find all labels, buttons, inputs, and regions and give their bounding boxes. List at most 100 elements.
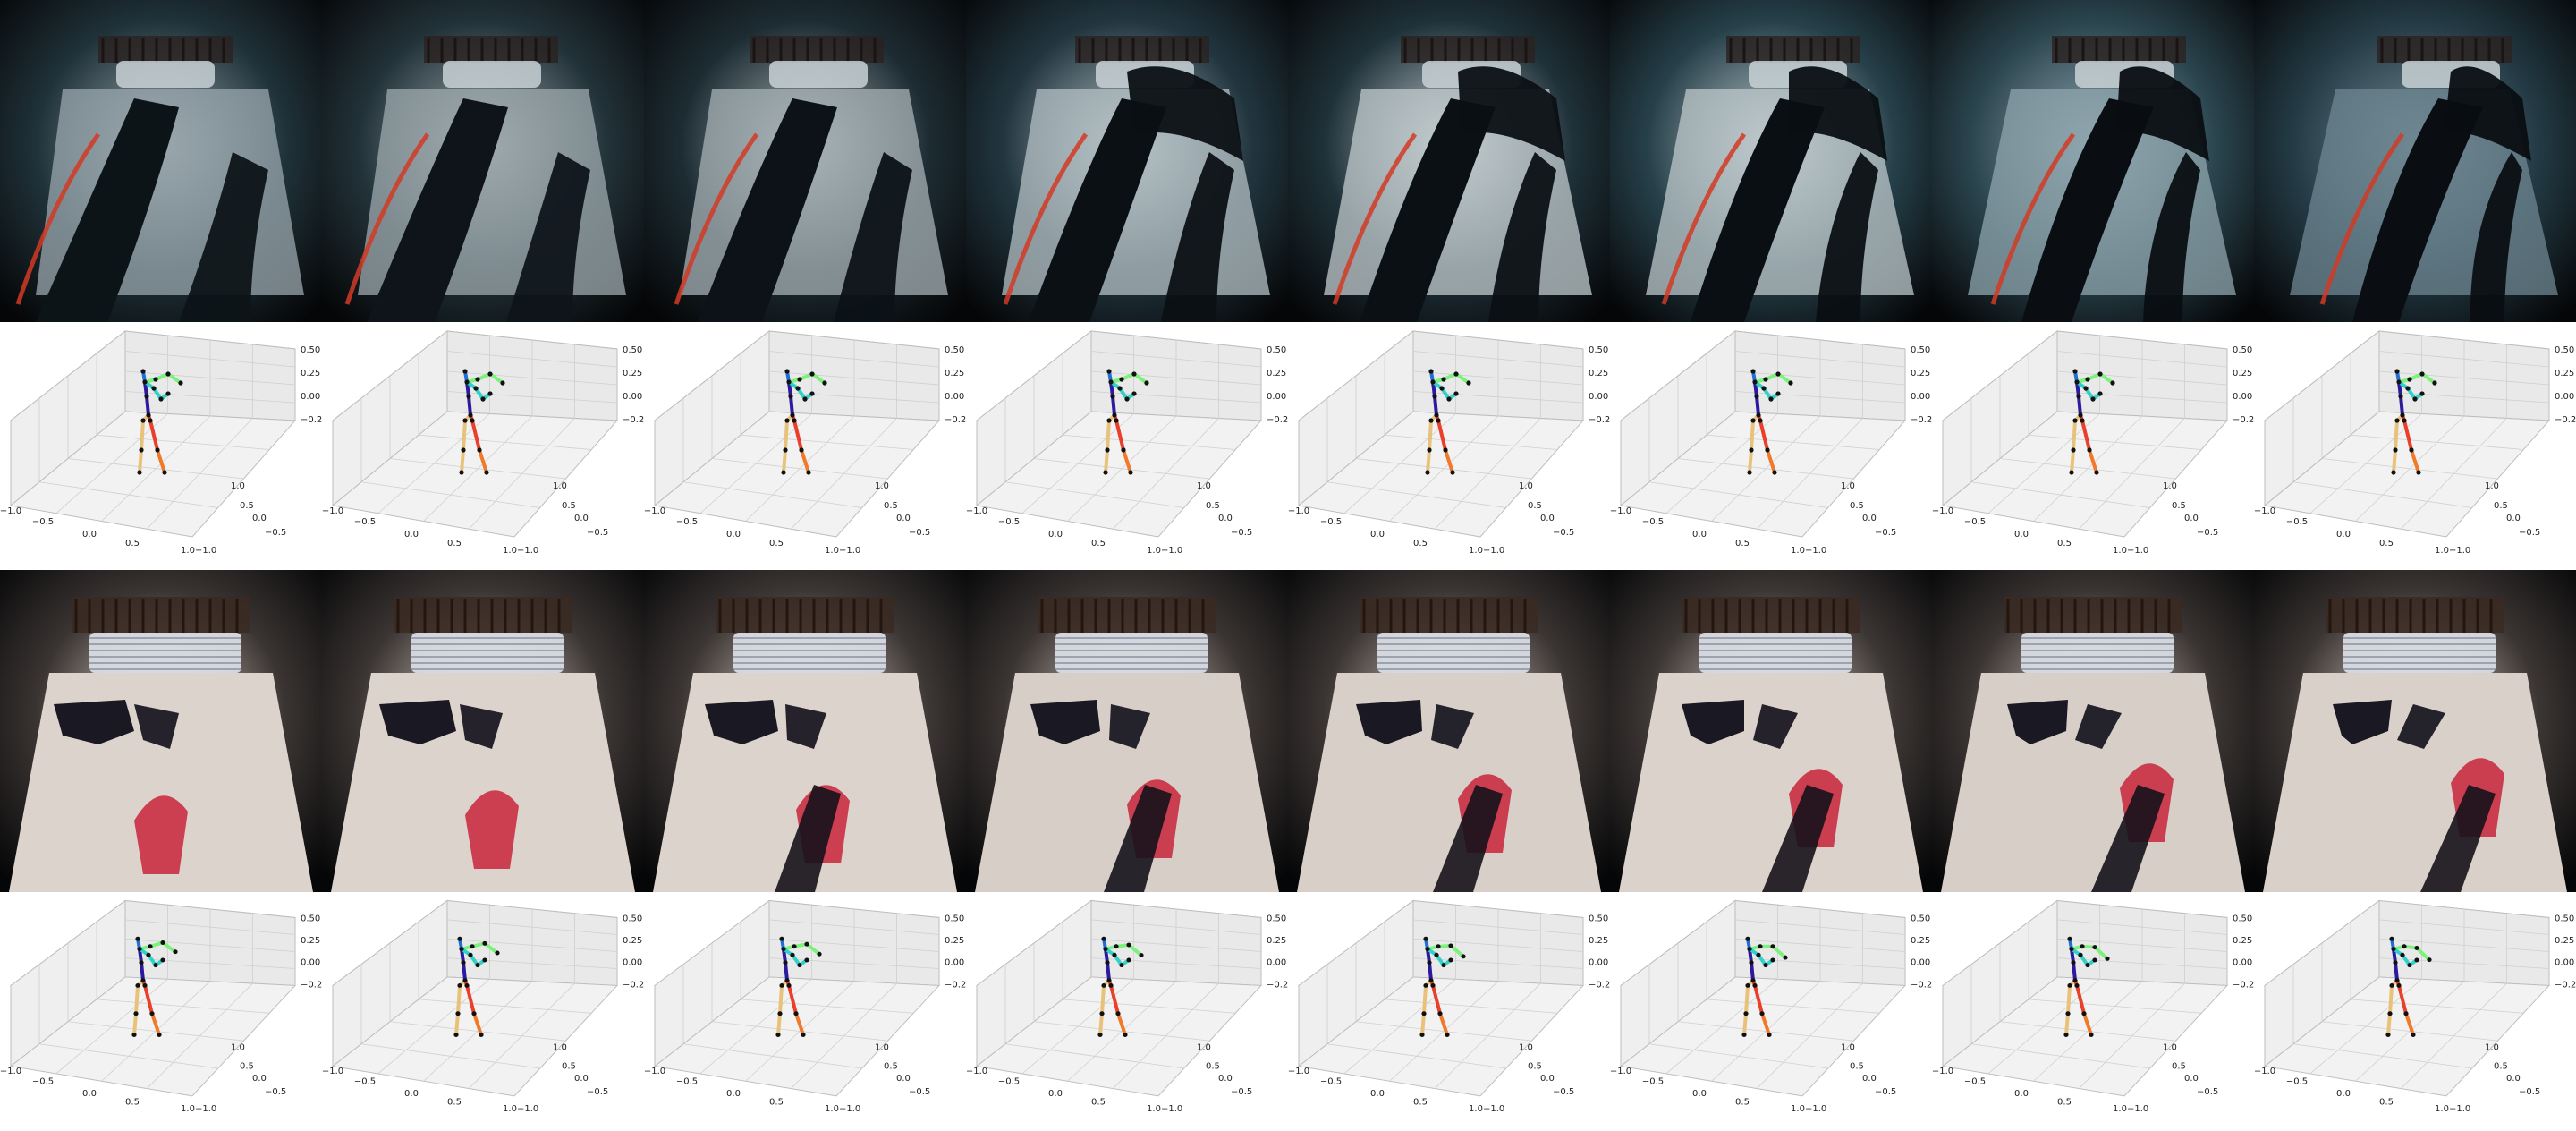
skeleton-bone	[1744, 983, 1750, 1016]
x-tick-label: 1.0	[2113, 546, 2127, 556]
z-tick-label: 0.00	[2555, 392, 2574, 402]
z-tick-label: −0.25	[2555, 981, 2576, 991]
x-tick-label: 1.0	[503, 1104, 517, 1114]
skeleton-joint	[2414, 957, 2419, 963]
skeleton-joint	[148, 418, 153, 423]
x-tick-label: 1.0	[181, 546, 195, 556]
skeleton-bone	[2392, 448, 2397, 474]
skeleton-joint	[1119, 377, 1124, 382]
skeleton-bone	[156, 448, 166, 474]
skeleton-joint	[1119, 963, 1124, 968]
skeleton-joint	[2083, 386, 2089, 391]
video-frame-image	[1932, 0, 2254, 322]
skeleton-bone	[2410, 448, 2420, 474]
skeleton-bone	[1122, 448, 1132, 474]
skeleton-joint	[137, 947, 142, 952]
skeleton-joint	[1112, 412, 1117, 418]
y-tick-label: −1.0	[1161, 1104, 1182, 1114]
skeleton-bone	[483, 941, 499, 955]
skeleton-joint	[158, 396, 164, 402]
grid-lines	[1004, 905, 1262, 1089]
skeleton-joint	[2071, 960, 2076, 965]
skeleton-joint	[1754, 394, 1759, 399]
z-tick-label: 0.50	[945, 345, 964, 355]
skeleton-bone	[1116, 1011, 1127, 1037]
y-tick-label: −0.5	[587, 528, 608, 538]
z-tick-label: −0.25	[945, 415, 966, 425]
pose-3d-plot: 0.50 0.25 0.00 −0.25 −1.0 −0.5 0.0 0.5 1.0 1.0 0.5…	[644, 899, 972, 1114]
grid-lines	[360, 336, 618, 530]
video-frame-image	[2254, 570, 2576, 892]
video-frame-image	[1610, 570, 1932, 892]
z-tick-label: 0.25	[2555, 369, 2574, 378]
pose-plot-cell: 0.50 0.25 0.00 −0.25 −1.0 −0.5 0.0 0.5 1.0 1.0 0.5…	[1610, 322, 1938, 570]
skeleton-bone	[456, 983, 462, 1016]
skeleton-bone	[140, 419, 145, 452]
x-tick-label: 0.5	[447, 1098, 462, 1108]
skeleton-joint	[464, 982, 470, 988]
skeleton-joint	[1423, 936, 1428, 941]
skeleton-joint	[2074, 982, 2080, 988]
skeleton-bone	[782, 448, 787, 474]
skeleton-joint	[801, 1033, 806, 1037]
z-tick-label: −0.25	[2233, 415, 2254, 425]
z-tick-label: 0.00	[623, 958, 642, 968]
x-tick-label: 1.0	[2113, 1104, 2127, 1114]
skeleton-bone	[2098, 372, 2114, 385]
skeleton-joint	[173, 949, 178, 955]
pane-floor	[2263, 411, 2551, 538]
x-tick-label: 0.5	[1091, 1098, 1106, 1108]
x-tick-label: 1.0	[1791, 546, 1805, 556]
skeleton-joint	[777, 1011, 783, 1016]
skeleton-bone	[488, 372, 504, 385]
skeleton-joint	[160, 940, 165, 945]
z-tick-label: 0.00	[301, 958, 320, 968]
y-tick-label: 1.0	[1519, 1043, 1533, 1053]
skeleton-joint	[2403, 1011, 2409, 1016]
pose-skeleton	[453, 936, 500, 1037]
y-tick-label: 1.0	[231, 481, 245, 491]
skeleton-bone	[1098, 1011, 1104, 1037]
skeleton-joint	[1445, 1033, 1450, 1037]
pose-skeleton	[781, 369, 827, 475]
skeleton-joint	[477, 447, 482, 453]
z-tick-label: 0.50	[2233, 345, 2252, 355]
skeleton-bone	[467, 395, 472, 417]
skeleton-joint	[779, 982, 784, 988]
y-tick-label: −0.5	[587, 1087, 608, 1097]
grid-lines	[1326, 336, 1584, 530]
skeleton-joint	[146, 412, 151, 418]
pose-plot-cell: 0.50 0.25 0.00 −0.25 −1.0 −0.5 0.0 0.5 1.0 1.0 0.5…	[2254, 322, 2576, 570]
clothing-shape	[2007, 700, 2174, 892]
z-tick-label: 0.25	[1267, 369, 1286, 378]
pane-floor	[331, 976, 619, 1097]
skeleton-joint	[781, 947, 786, 952]
skeleton-bone	[143, 983, 154, 1016]
video-frame-image	[966, 0, 1288, 322]
z-tick-label: 0.25	[945, 936, 964, 946]
y-tick-label: −0.5	[2519, 528, 2540, 538]
skeleton-joint	[809, 371, 815, 377]
skeleton-joint	[1108, 379, 1114, 385]
skeleton-joint	[1441, 377, 1446, 382]
z-tick-label: 0.25	[2555, 936, 2574, 946]
skeleton-joint	[151, 386, 157, 391]
x-tick-label: 0.0	[2014, 530, 2029, 540]
video-frame	[644, 570, 966, 892]
pose-3d-plot: 0.50 0.25 0.00 −0.25 −1.0 −0.5 0.0 0.5 1.0 1.0 0.5…	[0, 329, 328, 556]
skeleton-bone	[794, 1011, 805, 1037]
skeleton-joint	[479, 1033, 484, 1037]
x-tick-label: −1.0	[322, 1067, 343, 1076]
video-frame	[2254, 0, 2576, 322]
x-tick-label: 1.0	[825, 1104, 839, 1114]
y-tick-label: 1.0	[875, 1043, 889, 1053]
skeleton-joint	[2063, 1033, 2069, 1037]
x-tick-label: 0.5	[1413, 1098, 1428, 1108]
skeleton-joint	[1432, 394, 1437, 399]
headboard-shape	[72, 597, 250, 633]
grid-lines	[38, 905, 296, 1089]
y-tick-label: −0.5	[1231, 528, 1252, 538]
skeleton-bone	[1433, 395, 1438, 417]
clothing-shape	[2333, 700, 2504, 892]
x-tick-label: 1.0	[1147, 546, 1161, 556]
